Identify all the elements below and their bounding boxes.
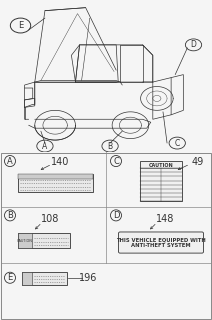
Text: 140: 140 bbox=[51, 157, 69, 167]
Text: B: B bbox=[107, 141, 113, 150]
Text: A: A bbox=[42, 141, 47, 150]
Text: E: E bbox=[18, 21, 23, 30]
Text: 196: 196 bbox=[79, 273, 97, 283]
Text: A: A bbox=[7, 156, 13, 165]
Text: E: E bbox=[7, 273, 13, 282]
Text: B: B bbox=[7, 211, 13, 220]
Text: 108: 108 bbox=[41, 214, 59, 224]
Bar bbox=[18, 234, 70, 248]
Text: 49: 49 bbox=[192, 157, 204, 167]
Text: D: D bbox=[191, 40, 197, 49]
Bar bbox=[140, 161, 182, 201]
Bar bbox=[22, 272, 67, 285]
Bar bbox=[22, 272, 32, 285]
Text: CAUTION: CAUTION bbox=[149, 163, 173, 168]
Bar bbox=[18, 174, 93, 179]
FancyBboxPatch shape bbox=[119, 232, 204, 253]
Text: C: C bbox=[113, 156, 119, 165]
Text: CAUTION: CAUTION bbox=[17, 238, 33, 243]
Text: D: D bbox=[113, 211, 119, 220]
Bar bbox=[18, 174, 93, 192]
Bar bbox=[18, 234, 32, 248]
Text: THIS VEHICLE EQUIPPED WITH: THIS VEHICLE EQUIPPED WITH bbox=[116, 237, 206, 242]
Text: C: C bbox=[175, 139, 180, 148]
Text: ANTI-THEFT SYSTEM: ANTI-THEFT SYSTEM bbox=[131, 243, 191, 248]
Text: 148: 148 bbox=[156, 214, 174, 224]
